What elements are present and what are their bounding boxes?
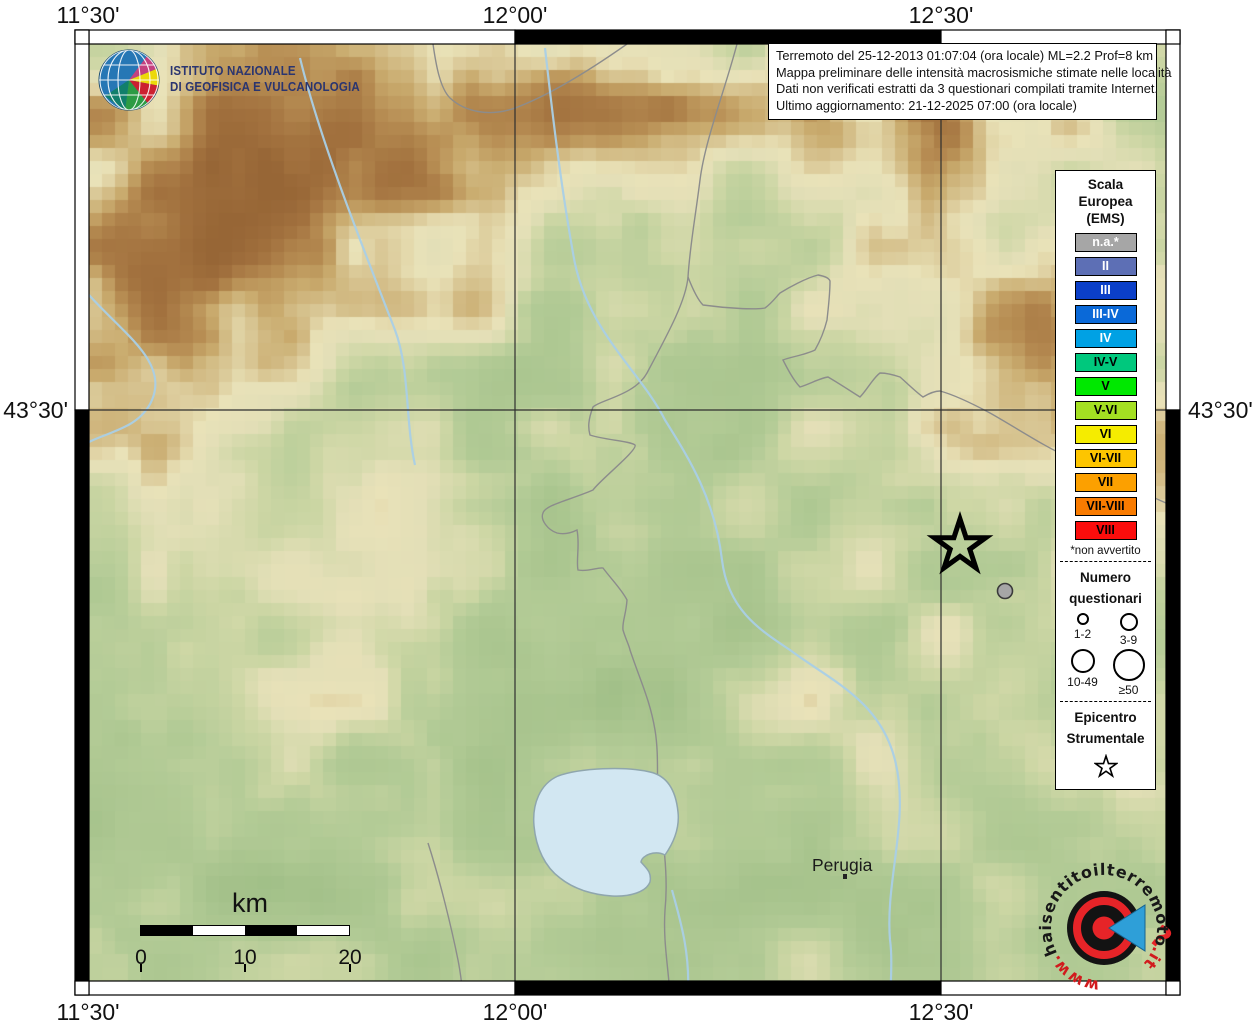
ingv-name-line2: DI GEOFISICA E VULCANOLOGIA: [170, 80, 360, 94]
city-dot-perugia: [843, 874, 847, 879]
scale-tick-10: 10: [233, 946, 257, 969]
coord-label-top-left: 11°30': [56, 2, 120, 28]
questionnaire-size-label: 1-2: [1073, 627, 1092, 642]
city-label-perugia: Perugia: [812, 855, 873, 875]
questionnaire-size-key: 1-2 3-9 10-49 ≥50: [1056, 611, 1155, 697]
questionnaire-circle-icon: [1112, 649, 1145, 682]
questionnaire-size-label: ≥50: [1118, 683, 1139, 698]
intensity-scale-item: V: [1074, 376, 1137, 396]
legend: Scala Europea (EMS) n.a.* II III III-IV IV IV…: [1055, 170, 1156, 791]
questionnaire-circle-icon: [1070, 649, 1095, 674]
megaphone-icon: [1108, 904, 1146, 952]
ingv-name-line1: ISTITUTO NAZIONALE: [170, 64, 296, 79]
legend-title: Scala Europea (EMS): [1078, 177, 1133, 226]
coord-label-bottom-left: 11°30': [56, 999, 120, 1024]
legend-divider: [1060, 701, 1151, 703]
intensity-scale-item: VII: [1074, 472, 1137, 492]
legend-divider: [1060, 560, 1151, 562]
target-center-dot: [1092, 916, 1116, 940]
coord-label-top-right: 12°30': [908, 2, 974, 28]
questionnaire-circle-icon: [1076, 613, 1089, 626]
info-line-data: Dati non verificati estratti da 3 questi…: [776, 81, 1158, 97]
intensity-scale-item: IV: [1074, 328, 1137, 348]
questionnaire-circle-icon: [1119, 613, 1138, 632]
map-terrain-canvas: [89, 44, 1166, 981]
intensity-scale-item: n.a.*: [1074, 232, 1137, 252]
scale-bar-segments: [140, 925, 350, 936]
scale-tick-20: 20: [338, 946, 362, 969]
epicenter-legend-title: Epicentro Strumentale: [1066, 710, 1145, 747]
haisentitoilterremoto-logo: ? www.haisentitoilterremoto .it: [1036, 860, 1178, 996]
questionnaire-size-item: 3-9: [1106, 611, 1152, 647]
questionnaire-size-item: 10-49: [1060, 647, 1106, 697]
scale-tick-0: 0: [135, 946, 147, 969]
info-line-map: Mappa preliminare delle intensità macros…: [776, 64, 1172, 80]
intensity-scale-item: III: [1074, 280, 1137, 300]
intensity-scale-item: IV-V: [1074, 352, 1137, 372]
scale-bar-unit: km: [232, 888, 268, 918]
intensity-scale: n.a.* II III III-IV IV IV-V V V-VI VI VI-VII VII VI…: [1056, 232, 1155, 540]
scale-bar: km 0 10 20: [130, 888, 370, 972]
questionnaire-count-title: Numero questionari: [1069, 569, 1142, 606]
intensity-scale-item: V-VI: [1074, 400, 1137, 420]
coord-label-bottom-center: 12°00': [482, 999, 548, 1024]
coord-label-top-center: 12°00': [482, 2, 548, 28]
questionnaire-size-item: 1-2: [1060, 611, 1106, 647]
intensity-scale-item: VIII: [1074, 520, 1137, 540]
intensity-scale-item: III-IV: [1074, 304, 1137, 324]
intensity-scale-item: II: [1074, 256, 1137, 276]
coord-label-left: 43°30': [3, 397, 68, 423]
info-line-updated: Ultimo aggiornamento: 21-12-2025 07:00 (…: [776, 97, 1077, 113]
coord-label-bottom-right: 12°30': [908, 999, 974, 1024]
epicenter-star-icon: [1092, 753, 1119, 779]
coord-label-right: 43°30': [1188, 397, 1253, 423]
intensity-scale-item: VI: [1074, 424, 1137, 444]
info-line-event: Terremoto del 25-12-2013 01:07:04 (ora l…: [776, 48, 1154, 63]
intensity-scale-item: VI-VII: [1074, 448, 1137, 468]
questionnaire-size-label: 3-9: [1119, 633, 1138, 648]
intensity-scale-item: VII-VIII: [1074, 496, 1137, 516]
legend-footnote: *non avvertito: [1070, 544, 1141, 557]
questionnaire-size-label: 10-49: [1067, 675, 1098, 690]
ingv-logo: ISTITUTO NAZIONALE DI GEOFISICA E VULCAN…: [97, 48, 376, 112]
questionnaire-size-item: ≥50: [1106, 647, 1152, 697]
ingv-globe-icon: [98, 49, 160, 111]
earthquake-info-box: Terremoto del 25-12-2013 01:07:04 (ora l…: [768, 43, 1172, 120]
